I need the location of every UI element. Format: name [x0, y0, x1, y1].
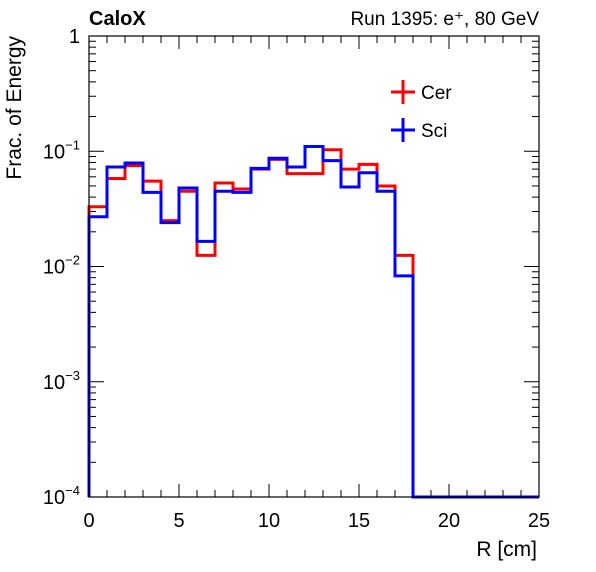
y-axis-label: Frac. of Energy — [3, 36, 26, 180]
y-tick-label: 10−4 — [43, 483, 80, 509]
x-tick-label: 15 — [348, 510, 370, 532]
x-tick-label: 5 — [173, 510, 184, 532]
x-axis-label: R [cm] — [476, 538, 537, 561]
y-tick-label: 10−2 — [43, 253, 80, 279]
y-tick-label: 10−1 — [43, 137, 80, 163]
series-group — [87, 144, 539, 499]
y-tick-label: 1 — [69, 26, 80, 48]
legend: Cer Sci — [391, 80, 452, 142]
legend-entry-sci: Sci — [391, 118, 447, 142]
title-left: CaloX — [89, 8, 146, 30]
legend-label: Cer — [421, 83, 452, 104]
x-tick-label: 0 — [83, 510, 94, 532]
plot-frame — [88, 35, 540, 498]
y-tick-label: 10−3 — [43, 368, 80, 394]
series-line-sci — [87, 144, 539, 499]
series-line-cer — [87, 148, 539, 499]
legend-entry-cer: Cer — [391, 80, 452, 104]
x-tick-label: 10 — [258, 510, 280, 532]
tick-labels: 0 5 10 15 20 25 1 10−1 10−2 10−3 10−4 — [43, 26, 550, 532]
x-tick-label: 20 — [438, 510, 460, 532]
x-tick-label: 25 — [528, 510, 550, 532]
axis-ticks — [88, 35, 540, 498]
legend-label: Sci — [421, 121, 447, 142]
title-right: Run 1395: e⁺, 80 GeV — [350, 9, 539, 30]
